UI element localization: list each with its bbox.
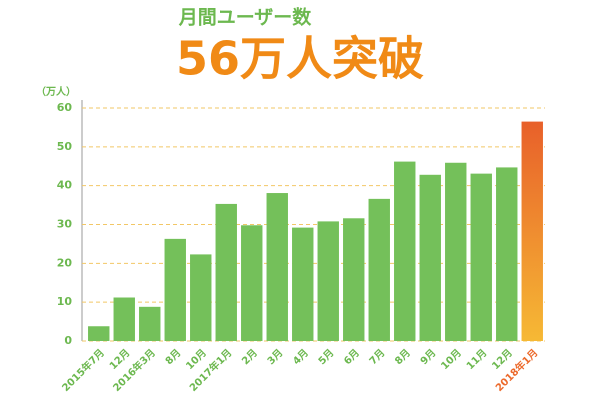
x-tick-label: 4月 (291, 347, 311, 367)
bar (394, 161, 416, 341)
y-tick-label: 60 (57, 101, 73, 114)
bar (164, 238, 186, 341)
bar (88, 326, 110, 341)
x-tick-label: 5月 (316, 347, 336, 367)
bar (241, 225, 263, 341)
x-tick-label: 3月 (265, 347, 285, 367)
bar (317, 221, 339, 341)
y-tick-label: 20 (57, 256, 73, 269)
x-tick-label: 7月 (367, 347, 387, 367)
x-tick-label: 8月 (163, 347, 183, 367)
bar (113, 297, 135, 341)
y-tick-label: 30 (57, 218, 73, 231)
bar (368, 198, 390, 341)
bar (521, 121, 543, 341)
bar (266, 193, 288, 341)
bar (190, 254, 212, 341)
y-tick-label: 10 (57, 295, 73, 308)
y-tick-label: 0 (64, 334, 72, 347)
x-tick-label: 2月 (240, 347, 260, 367)
x-tick-label: 10月 (439, 347, 464, 372)
y-tick-label: 40 (57, 179, 73, 192)
x-tick-label: 2015年7月 (59, 346, 107, 394)
x-tick-label: 11月 (464, 347, 489, 372)
x-tick-label: 6月 (342, 347, 362, 367)
bar (496, 167, 518, 341)
bar (343, 218, 365, 341)
y-axis-label: （万人） (36, 85, 76, 98)
bar (292, 227, 314, 341)
bar (139, 306, 161, 341)
chart-title: 月間ユーザー数 (178, 6, 313, 29)
bar (445, 162, 467, 341)
x-tick-label: 8月 (393, 347, 413, 367)
x-tick-label: 9月 (418, 347, 438, 367)
bar (419, 174, 441, 341)
bar (215, 203, 237, 341)
y-tick-label: 50 (57, 140, 73, 153)
chart-subtitle: 56万人突破 (176, 32, 424, 86)
bar (470, 173, 492, 341)
